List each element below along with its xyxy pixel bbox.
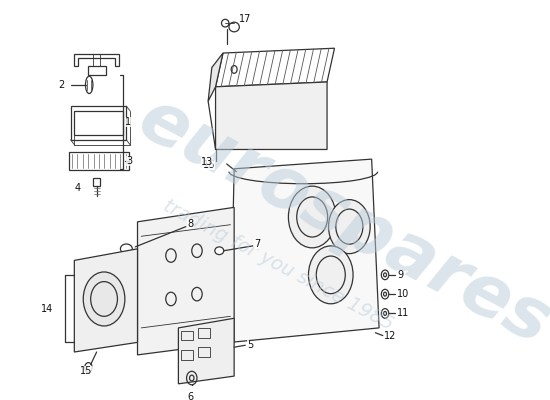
Text: 2: 2 bbox=[58, 80, 64, 90]
Polygon shape bbox=[208, 53, 223, 101]
Text: 10: 10 bbox=[397, 289, 409, 299]
Text: 9: 9 bbox=[397, 270, 403, 280]
Bar bbox=[199, 347, 210, 357]
Bar bbox=[182, 350, 193, 360]
Polygon shape bbox=[216, 82, 327, 150]
Text: 11: 11 bbox=[397, 308, 409, 318]
Text: trading for you since 1985: trading for you since 1985 bbox=[160, 196, 397, 334]
Polygon shape bbox=[74, 249, 138, 352]
Ellipse shape bbox=[120, 244, 133, 254]
Text: 16: 16 bbox=[203, 160, 215, 170]
Polygon shape bbox=[230, 159, 379, 342]
Text: 5: 5 bbox=[247, 340, 253, 350]
Text: 17: 17 bbox=[239, 14, 252, 24]
Text: 6: 6 bbox=[188, 392, 194, 400]
Text: 12: 12 bbox=[384, 331, 397, 341]
Text: 15: 15 bbox=[80, 366, 92, 376]
Ellipse shape bbox=[215, 247, 224, 255]
Text: 1: 1 bbox=[125, 118, 131, 128]
Text: 13: 13 bbox=[201, 157, 213, 167]
Circle shape bbox=[288, 186, 336, 248]
Circle shape bbox=[309, 246, 353, 304]
Circle shape bbox=[83, 272, 125, 326]
Text: 7: 7 bbox=[254, 239, 261, 249]
Text: 14: 14 bbox=[41, 304, 53, 314]
Bar bbox=[199, 328, 210, 338]
Bar bbox=[182, 331, 193, 340]
Polygon shape bbox=[178, 318, 234, 384]
Text: eurospares: eurospares bbox=[126, 84, 550, 360]
Text: 8: 8 bbox=[188, 219, 194, 229]
Polygon shape bbox=[138, 207, 234, 355]
Circle shape bbox=[328, 200, 370, 254]
Text: 4: 4 bbox=[74, 183, 80, 193]
Text: 3: 3 bbox=[126, 156, 133, 166]
